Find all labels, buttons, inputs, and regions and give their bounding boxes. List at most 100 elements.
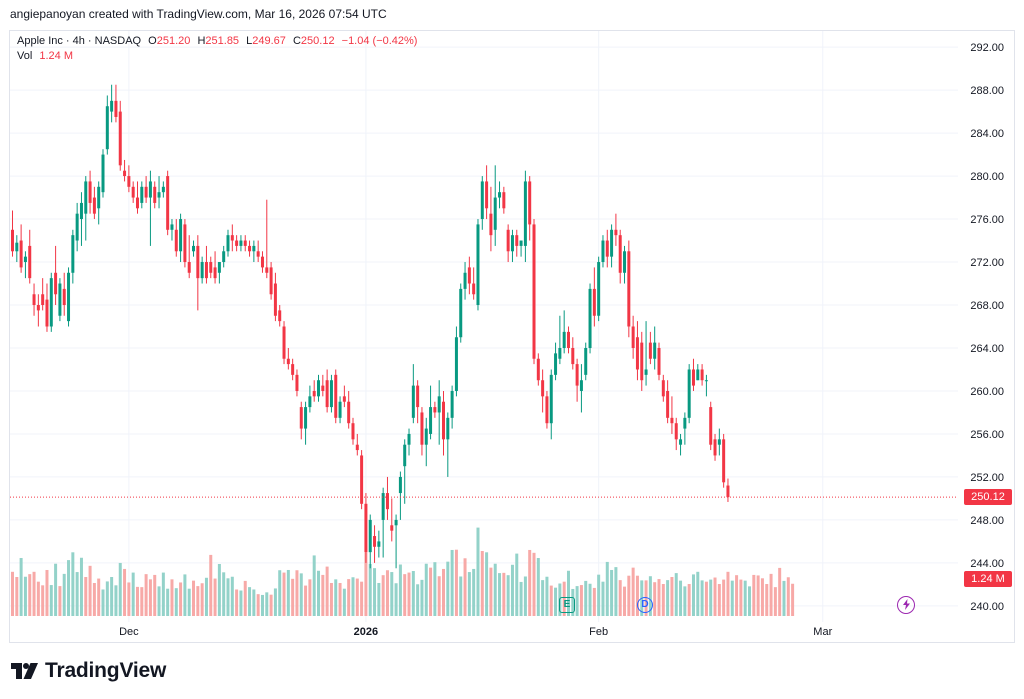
volume-bar: [726, 571, 730, 616]
candle-body: [661, 380, 665, 397]
volume-bar: [416, 584, 420, 616]
candle-body: [575, 364, 579, 386]
candle: [377, 530, 381, 558]
volume-bar: [730, 580, 734, 616]
volume-bar: [101, 589, 105, 616]
volume-bar: [545, 576, 549, 616]
candle-body: [437, 396, 441, 413]
candle-body: [192, 245, 196, 252]
dividend-event-marker[interactable]: D: [637, 597, 653, 613]
candle: [575, 358, 579, 402]
volume-bar: [653, 582, 657, 616]
volume-bar: [334, 579, 338, 616]
volume-bar: [786, 577, 790, 616]
earnings-event-marker[interactable]: E: [559, 597, 575, 613]
candle-body: [286, 358, 290, 365]
volume-label: Vol: [17, 50, 33, 62]
candle-body: [187, 262, 191, 273]
candle-body: [97, 186, 101, 209]
volume-bar: [114, 585, 118, 616]
volume-bar: [536, 558, 540, 616]
candle-body: [704, 380, 708, 382]
candle-body: [161, 186, 165, 193]
last-price-tag: 250.12: [964, 489, 1012, 506]
candle: [463, 262, 467, 300]
volume-bar: [166, 588, 170, 616]
candle: [252, 240, 256, 263]
price-tick-label: 268.00: [970, 300, 1004, 312]
candle: [291, 358, 295, 381]
candle-body: [394, 519, 398, 526]
volume-bar: [549, 585, 553, 616]
volume-bar: [360, 581, 364, 616]
close-value: 250.12: [300, 35, 335, 47]
candle-body: [213, 267, 217, 279]
candle-body: [183, 224, 187, 263]
candle-body: [566, 331, 570, 348]
price-tick-label: 248.00: [970, 515, 1004, 527]
candle-body: [579, 380, 583, 391]
volume-bar: [429, 567, 433, 616]
volume-value: 1.24 M: [39, 50, 73, 62]
volume-bar: [364, 552, 368, 616]
candle: [390, 498, 394, 542]
volume-bar: [717, 584, 721, 616]
volume-bar: [58, 586, 62, 616]
candle-body: [118, 111, 122, 166]
volume-bar: [153, 574, 157, 616]
grid-lines: [10, 31, 958, 622]
time-axis: Dec 2026 Feb Mar: [119, 626, 832, 638]
candle-body: [256, 251, 260, 257]
candle-body: [282, 326, 286, 359]
candle: [248, 240, 252, 257]
volume-bar: [541, 580, 545, 616]
candle: [373, 525, 377, 563]
candle-body: [541, 380, 545, 397]
candle-body: [687, 369, 691, 418]
candle: [110, 84, 114, 123]
candle-body: [584, 347, 588, 375]
candle: [334, 369, 338, 424]
volume-bar: [579, 585, 583, 616]
volume-bar: [748, 586, 752, 616]
volume-bar: [523, 576, 527, 616]
lightning-event-icon[interactable]: [897, 596, 915, 614]
candle: [368, 514, 372, 569]
candle-body: [627, 251, 631, 327]
candle-body: [429, 407, 433, 434]
candle-body: [493, 197, 497, 230]
candle: [549, 369, 553, 440]
volume-bar: [269, 594, 273, 616]
volume-bar: [377, 582, 381, 616]
candle-body: [11, 229, 14, 252]
candle: [97, 181, 101, 225]
volume-bar: [209, 554, 213, 616]
candle-body: [269, 267, 273, 295]
last-volume-tag: 1.24 M: [964, 571, 1012, 587]
candle-body: [360, 455, 364, 504]
change-value: −1.04 (−0.42%): [341, 35, 418, 47]
candle: [79, 192, 83, 246]
candle-body: [679, 439, 683, 445]
candle-body: [36, 305, 40, 311]
candle-body: [450, 390, 454, 418]
candle-body: [153, 186, 157, 203]
candle-body: [623, 251, 627, 273]
volume-bar: [127, 582, 131, 616]
candle-body: [342, 396, 346, 402]
candle-body: [62, 288, 66, 306]
candle-body: [467, 267, 471, 284]
candle-body: [312, 390, 316, 397]
candle: [187, 235, 191, 279]
volume-bar: [424, 563, 428, 616]
candle: [713, 433, 717, 461]
price-tick-label: 288.00: [970, 85, 1004, 97]
volume-bar: [204, 577, 208, 616]
candle: [545, 390, 549, 429]
tradingview-logo[interactable]: TradingView: [11, 659, 166, 683]
candle-body: [252, 245, 256, 252]
volume-bar: [502, 572, 506, 616]
volume-bar: [256, 594, 260, 616]
candle: [260, 251, 264, 273]
